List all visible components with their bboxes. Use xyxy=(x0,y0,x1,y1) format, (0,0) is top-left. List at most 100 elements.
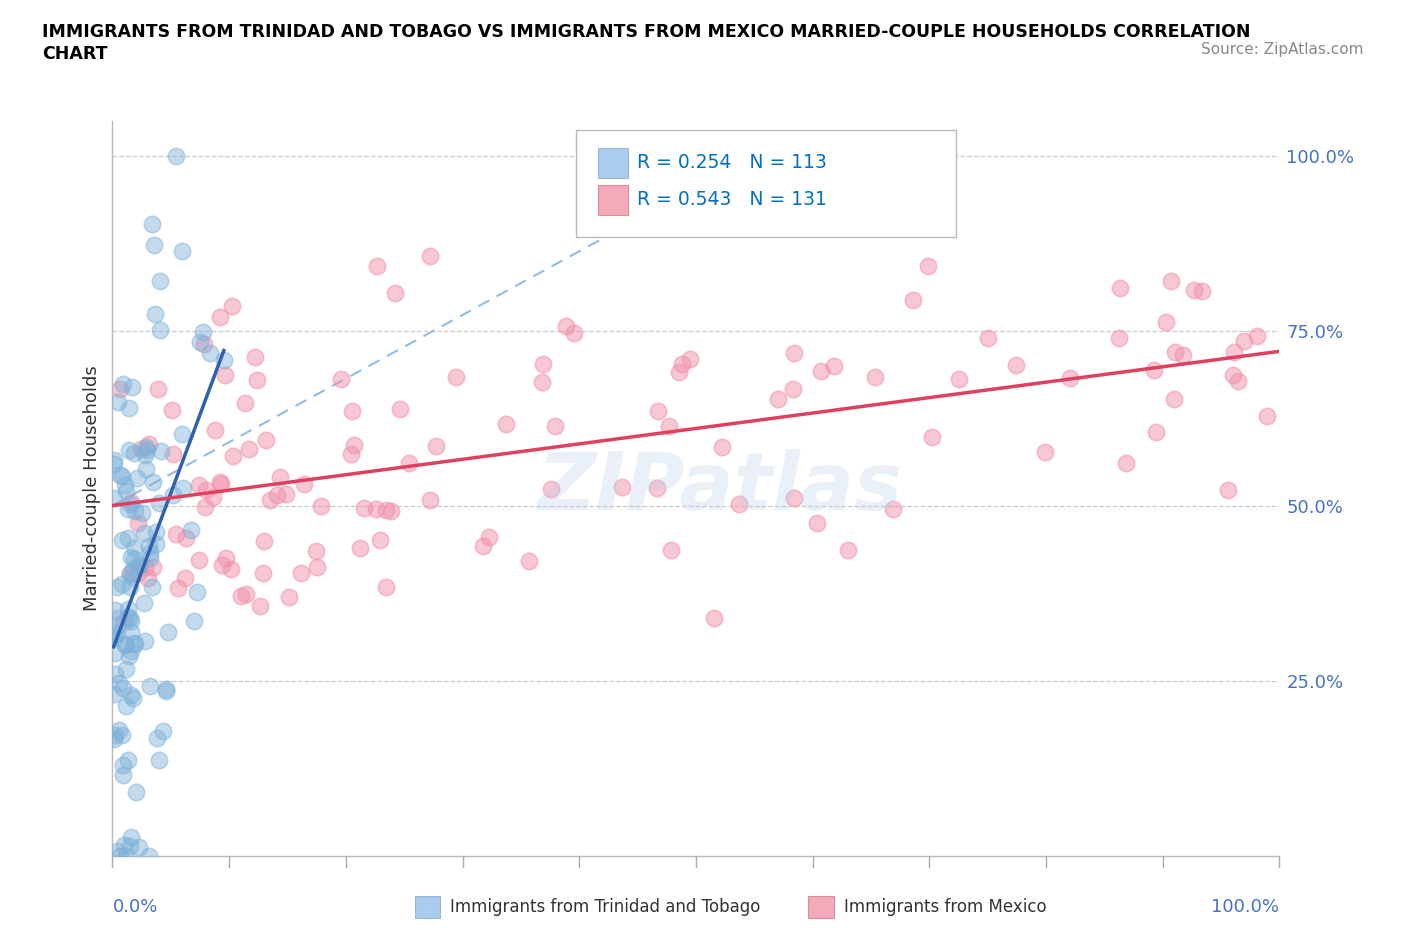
Point xyxy=(349,541,371,556)
Point xyxy=(668,365,690,379)
Point xyxy=(330,371,353,386)
Point xyxy=(174,531,197,546)
Point xyxy=(152,724,174,738)
Point xyxy=(114,637,136,652)
Point xyxy=(148,381,170,396)
Point xyxy=(114,483,136,498)
Point xyxy=(138,848,160,863)
Point xyxy=(103,457,125,472)
Point xyxy=(647,403,669,418)
Point xyxy=(132,525,155,540)
Point xyxy=(104,645,127,660)
Point xyxy=(105,618,128,633)
Point xyxy=(1227,373,1250,388)
Point xyxy=(124,784,146,799)
Point xyxy=(478,529,501,544)
Point xyxy=(419,248,441,263)
Point xyxy=(1164,344,1187,359)
Point xyxy=(120,566,142,581)
Point xyxy=(188,552,211,567)
Point xyxy=(110,467,132,482)
Point xyxy=(517,554,540,569)
Point xyxy=(254,432,277,447)
Point xyxy=(917,259,939,274)
Point xyxy=(111,377,134,392)
Point xyxy=(162,487,184,502)
Point xyxy=(305,560,328,575)
Text: R = 0.254   N = 113: R = 0.254 N = 113 xyxy=(637,153,827,172)
Point xyxy=(882,501,904,516)
Text: CHART: CHART xyxy=(42,45,108,62)
Point xyxy=(1223,344,1246,359)
Point xyxy=(122,445,145,460)
Point xyxy=(142,559,165,574)
Text: Immigrants from Mexico: Immigrants from Mexico xyxy=(844,897,1046,916)
Point xyxy=(425,439,447,454)
Point xyxy=(166,581,188,596)
Point xyxy=(105,579,128,594)
Point xyxy=(863,369,886,384)
Point xyxy=(1059,370,1081,385)
Point xyxy=(903,292,925,307)
Point xyxy=(188,335,211,350)
Point xyxy=(103,687,125,702)
Point xyxy=(170,427,193,442)
Point xyxy=(710,440,733,455)
Point xyxy=(366,501,388,516)
Point xyxy=(209,477,232,492)
Point xyxy=(222,449,245,464)
Point xyxy=(342,404,364,418)
Point xyxy=(444,369,467,384)
Point xyxy=(783,345,806,360)
Text: 100.0%: 100.0% xyxy=(1212,897,1279,916)
Point xyxy=(238,442,260,457)
Point xyxy=(208,310,231,325)
Point xyxy=(142,474,165,489)
Point xyxy=(703,611,725,626)
Point xyxy=(782,381,804,396)
Point xyxy=(139,545,162,560)
Point xyxy=(120,550,142,565)
Point xyxy=(114,478,136,493)
Point xyxy=(127,565,149,580)
Point xyxy=(121,561,143,576)
Point xyxy=(155,682,177,697)
Point xyxy=(121,569,143,584)
Text: ZIPatlas: ZIPatlas xyxy=(537,449,901,527)
Point xyxy=(127,471,149,485)
Point xyxy=(195,483,218,498)
Point xyxy=(208,474,231,489)
Point xyxy=(128,557,150,572)
Point xyxy=(114,637,136,652)
Point xyxy=(148,273,170,288)
Point xyxy=(104,666,127,681)
Point xyxy=(219,562,242,577)
Point xyxy=(120,579,142,594)
Point xyxy=(380,504,402,519)
Point xyxy=(183,614,205,629)
Point xyxy=(1191,284,1213,299)
Point xyxy=(118,442,141,457)
Point xyxy=(1144,425,1167,440)
Point xyxy=(132,596,155,611)
Point xyxy=(120,495,142,510)
Point xyxy=(215,550,238,565)
Point xyxy=(136,571,159,586)
Point xyxy=(131,442,153,457)
Point xyxy=(122,636,145,651)
Point xyxy=(172,244,194,259)
Point xyxy=(105,627,128,642)
Point xyxy=(202,489,225,504)
Point xyxy=(766,392,789,406)
Point xyxy=(110,532,132,547)
Point xyxy=(266,487,288,502)
Point xyxy=(823,359,845,374)
Text: Immigrants from Trinidad and Tobago: Immigrants from Trinidad and Tobago xyxy=(450,897,761,916)
Point xyxy=(148,496,170,511)
Point xyxy=(728,497,751,512)
Point xyxy=(122,540,145,555)
Point xyxy=(810,364,832,379)
Point xyxy=(135,440,157,455)
Point xyxy=(1033,445,1056,459)
Point xyxy=(117,752,139,767)
